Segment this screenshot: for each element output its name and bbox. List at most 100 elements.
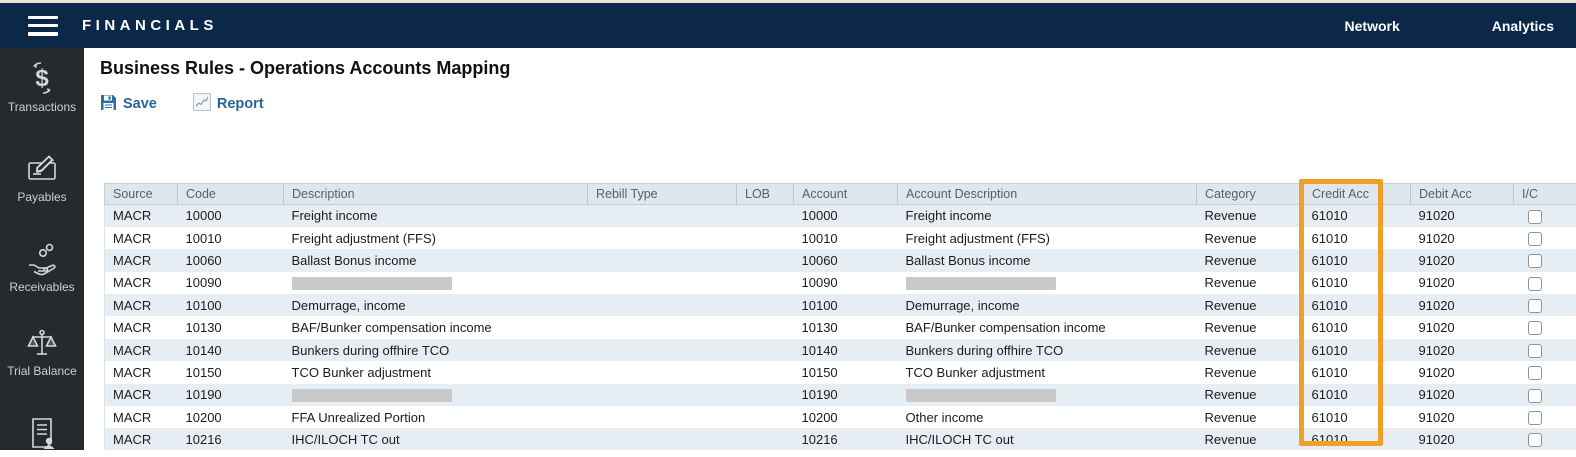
cell-code: 10140 [178, 339, 284, 361]
redacted-value [906, 389, 1056, 402]
report-button[interactable]: Report [193, 93, 264, 115]
cell-lob [737, 272, 794, 294]
cell-category: Revenue [1197, 249, 1304, 271]
cell-rebill-type [588, 272, 737, 294]
ic-checkbox[interactable] [1528, 210, 1542, 224]
cell-source: MACR [105, 406, 178, 428]
cell-rebill-type [588, 205, 737, 227]
cell-credit-acc: 61010 [1304, 361, 1411, 383]
column-header-account[interactable]: Account [794, 184, 898, 205]
cell-source: MACR [105, 384, 178, 406]
cell-ic [1514, 384, 1576, 406]
save-button[interactable]: Save [100, 94, 157, 115]
column-header-debit-acc[interactable]: Debit Acc [1411, 184, 1514, 205]
cell-lob [737, 406, 794, 428]
column-header-rebill-type[interactable]: Rebill Type [588, 184, 737, 205]
ic-checkbox[interactable] [1528, 411, 1542, 425]
column-header-code[interactable]: Code [178, 184, 284, 205]
column-header-description[interactable]: Description [284, 184, 588, 205]
cell-account-description: BAF/Bunker compensation income [898, 316, 1197, 338]
ic-checkbox[interactable] [1528, 277, 1542, 291]
cell-rebill-type [588, 227, 737, 249]
transactions-icon: $ [25, 60, 59, 96]
cell-credit-acc: 61010 [1304, 294, 1411, 316]
ic-checkbox[interactable] [1528, 433, 1542, 447]
cell-credit-acc: 61010 [1304, 339, 1411, 361]
cell-category: Revenue [1197, 205, 1304, 227]
cell-source: MACR [105, 205, 178, 227]
cell-account: 10010 [794, 227, 898, 249]
ic-checkbox[interactable] [1528, 321, 1542, 335]
cell-category: Revenue [1197, 316, 1304, 338]
cell-debit-acc: 91020 [1411, 406, 1514, 428]
hamburger-menu-icon[interactable] [28, 16, 58, 36]
cell-credit-acc: 61010 [1304, 272, 1411, 294]
cell-account-description [898, 272, 1197, 294]
cell-account: 10090 [794, 272, 898, 294]
ic-checkbox[interactable] [1528, 254, 1542, 268]
svg-text:$: $ [35, 65, 49, 92]
column-header-credit-acc[interactable]: Credit Acc [1304, 184, 1411, 205]
sidebar-item-transactions[interactable]: $ Transactions [0, 60, 84, 115]
cell-source: MACR [105, 339, 178, 361]
cell-credit-acc: 61010 [1304, 406, 1411, 428]
cell-lob [737, 361, 794, 383]
cell-code: 10000 [178, 205, 284, 227]
ic-checkbox[interactable] [1528, 366, 1542, 380]
cell-account-description: Bunkers during offhire TCO [898, 339, 1197, 361]
cell-credit-acc: 61010 [1304, 249, 1411, 271]
column-header-source[interactable]: Source [105, 184, 178, 205]
cell-description: IHC/ILOCH TC out [284, 428, 588, 450]
cell-account: 10190 [794, 384, 898, 406]
cell-description: FFA Unrealized Portion [284, 406, 588, 428]
cell-account-description: Freight adjustment (FFS) [898, 227, 1197, 249]
sidebar-item-receivables[interactable]: Receivables [0, 242, 84, 295]
cell-lob [737, 384, 794, 406]
ic-checkbox[interactable] [1528, 389, 1542, 403]
cell-category: Revenue [1197, 339, 1304, 361]
column-header-category[interactable]: Category [1197, 184, 1304, 205]
cell-description: TCO Bunker adjustment [284, 361, 588, 383]
receivables-icon [25, 242, 59, 276]
cell-code: 10060 [178, 249, 284, 271]
ic-checkbox[interactable] [1528, 344, 1542, 358]
cell-ic [1514, 428, 1576, 450]
cell-debit-acc: 91020 [1411, 361, 1514, 383]
nav-analytics[interactable]: Analytics [1492, 18, 1554, 34]
cell-debit-acc: 91020 [1411, 339, 1514, 361]
cell-debit-acc: 91020 [1411, 205, 1514, 227]
sidebar-item-trial-balance[interactable]: Trial Balance [0, 328, 84, 379]
cell-debit-acc: 91020 [1411, 249, 1514, 271]
column-header-account-description[interactable]: Account Description [898, 184, 1197, 205]
cell-source: MACR [105, 428, 178, 450]
sidebar-item-statements[interactable] [0, 416, 84, 457]
sidebar-item-payables[interactable]: Payables [0, 154, 84, 205]
ic-checkbox[interactable] [1528, 299, 1542, 313]
column-header-lob[interactable]: LOB [737, 184, 794, 205]
cell-account: 10150 [794, 361, 898, 383]
cell-source: MACR [105, 227, 178, 249]
cell-debit-acc: 91020 [1411, 272, 1514, 294]
cell-rebill-type [588, 384, 737, 406]
cell-credit-acc: 61010 [1304, 227, 1411, 249]
ic-checkbox[interactable] [1528, 232, 1542, 246]
nav-network[interactable]: Network [1345, 18, 1400, 34]
cell-code: 10010 [178, 227, 284, 249]
column-header-i-c[interactable]: I/C [1514, 184, 1576, 205]
cell-debit-acc: 91020 [1411, 294, 1514, 316]
cell-code: 10090 [178, 272, 284, 294]
cell-credit-acc: 61010 [1304, 384, 1411, 406]
